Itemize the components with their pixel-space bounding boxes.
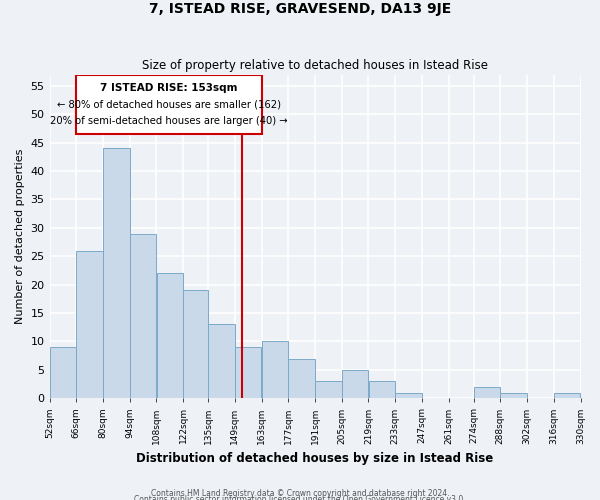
Title: Size of property relative to detached houses in Istead Rise: Size of property relative to detached ho…	[142, 59, 488, 72]
Text: ← 80% of detached houses are smaller (162): ← 80% of detached houses are smaller (16…	[57, 100, 281, 110]
Text: 7 ISTEAD RISE: 153sqm: 7 ISTEAD RISE: 153sqm	[100, 82, 238, 92]
Bar	[342, 370, 368, 398]
Bar	[103, 148, 130, 398]
Bar	[500, 392, 527, 398]
Bar	[395, 392, 422, 398]
Bar	[157, 274, 183, 398]
Y-axis label: Number of detached properties: Number of detached properties	[15, 148, 25, 324]
Text: 7, ISTEAD RISE, GRAVESEND, DA13 9JE: 7, ISTEAD RISE, GRAVESEND, DA13 9JE	[149, 2, 451, 16]
Bar	[76, 250, 103, 398]
Text: Contains public sector information licensed under the Open Government Licence v3: Contains public sector information licen…	[134, 495, 466, 500]
Bar	[554, 392, 580, 398]
Bar	[208, 324, 235, 398]
Bar	[235, 347, 262, 399]
FancyBboxPatch shape	[76, 74, 262, 134]
Bar	[289, 358, 315, 399]
Bar	[130, 234, 157, 398]
Text: 20% of semi-detached houses are larger (40) →: 20% of semi-detached houses are larger (…	[50, 116, 288, 126]
Bar	[315, 381, 341, 398]
Bar	[262, 342, 288, 398]
Bar	[184, 290, 208, 399]
Text: Contains HM Land Registry data © Crown copyright and database right 2024.: Contains HM Land Registry data © Crown c…	[151, 488, 449, 498]
X-axis label: Distribution of detached houses by size in Istead Rise: Distribution of detached houses by size …	[136, 452, 494, 465]
Bar	[50, 347, 76, 399]
Bar	[368, 381, 395, 398]
Bar	[473, 387, 500, 398]
